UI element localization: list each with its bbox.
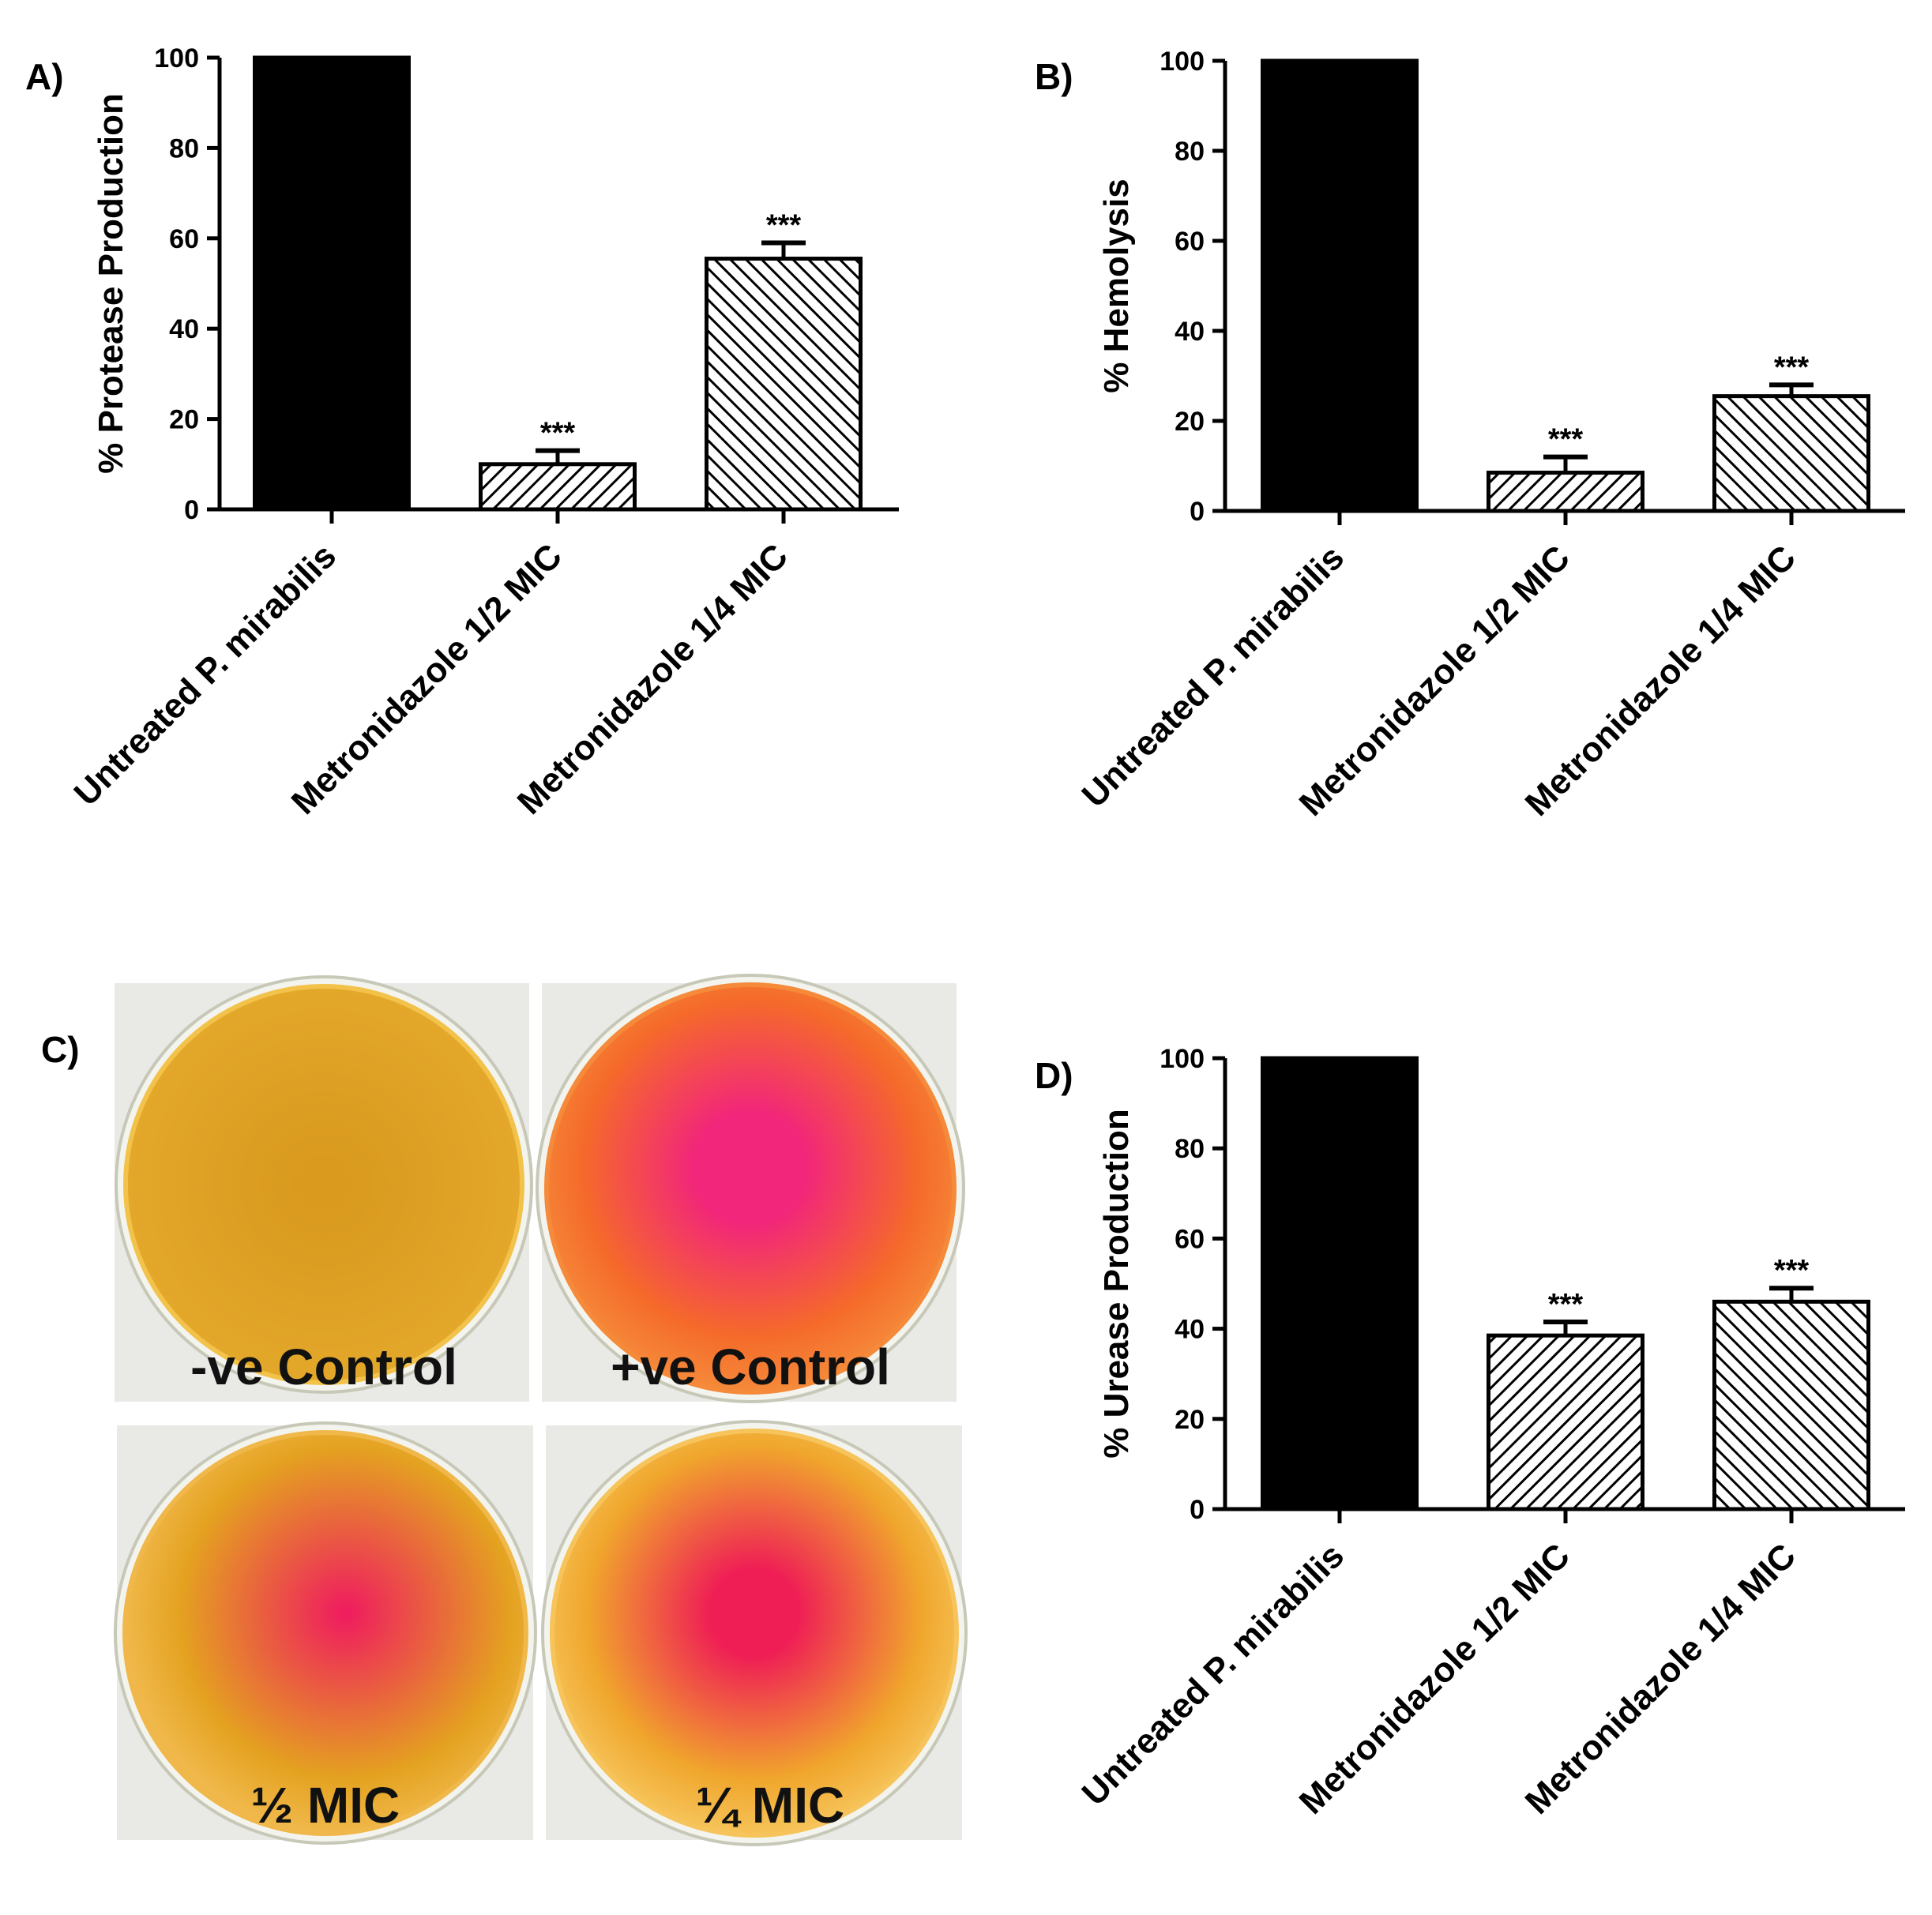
bar-b-2	[1712, 394, 1870, 513]
significance-a-2: ***	[766, 209, 802, 242]
plate-label-1: +ve Control	[611, 1339, 890, 1395]
category-label-b-0: Untreated P. mirabilis	[1075, 538, 1352, 815]
category-label-a-0: Untreated P. mirabilis	[67, 536, 344, 813]
photo-panel-c: C) -ve Control +ve Control ½ MIC ¼ MIC	[41, 974, 968, 1846]
bar-a-1	[479, 462, 637, 512]
y-tick-label-b-0: 0	[1190, 497, 1205, 527]
y-tick-label-d-3: 60	[1175, 1224, 1205, 1254]
y-axis-title-b: % Hemolysis	[1097, 178, 1136, 392]
bar-d-1	[1487, 1333, 1644, 1511]
y-tick-label-d-2: 40	[1175, 1315, 1205, 1345]
significance-a-1: ***	[540, 417, 576, 450]
bar-a-2	[705, 257, 863, 512]
y-tick-label-a-4: 80	[169, 133, 199, 163]
petri-dish-agar-0	[123, 984, 524, 1385]
y-axis-title-d: % Urease Production	[1097, 1109, 1136, 1459]
petri-dish-agar-1	[544, 982, 957, 1395]
chart-panel-a: A) 0 20 40 60 80 100 % Protease Production Untr…	[25, 43, 899, 822]
panel-letter-a: A)	[25, 56, 64, 97]
significance-d-2: ***	[1774, 1254, 1810, 1287]
plate-label-2: ½ MIC	[251, 1777, 400, 1834]
y-tick-label-a-5: 100	[154, 43, 199, 73]
y-tick-label-a-3: 60	[169, 224, 199, 254]
y-tick-label-a-1: 20	[169, 405, 199, 435]
panel-letter-d: D)	[1035, 1055, 1073, 1096]
significance-b-2: ***	[1774, 351, 1810, 384]
y-tick-label-d-0: 0	[1190, 1495, 1205, 1525]
chart-panel-d: D) 0 20 40 60 80 100 % Urease Production Untrea…	[1035, 1044, 1905, 1822]
plate-label-0: -ve Control	[190, 1339, 457, 1395]
y-tick-label-d-4: 80	[1175, 1134, 1205, 1164]
category-label-d-0: Untreated P. mirabilis	[1075, 1536, 1352, 1813]
bar-d-2	[1712, 1299, 1870, 1511]
significance-d-1: ***	[1548, 1288, 1584, 1321]
bar-d-0	[1261, 1056, 1419, 1511]
y-tick-label-b-5: 100	[1160, 47, 1205, 77]
petri-dish-agar-3	[550, 1429, 959, 1838]
y-tick-label-a-0: 0	[184, 495, 199, 525]
bar-b-0	[1261, 58, 1419, 513]
y-tick-label-b-2: 40	[1175, 317, 1205, 347]
y-tick-label-b-4: 80	[1175, 137, 1205, 167]
petri-dish-agar-2	[122, 1430, 528, 1836]
plate-label-3: ¼ MIC	[696, 1777, 844, 1834]
y-tick-label-b-3: 60	[1175, 227, 1205, 257]
y-tick-label-a-2: 40	[169, 314, 199, 344]
y-tick-label-d-5: 100	[1160, 1044, 1205, 1074]
y-axis-title-a: % Protease Production	[92, 93, 130, 474]
y-tick-label-b-1: 20	[1175, 407, 1205, 437]
significance-b-1: ***	[1548, 423, 1584, 456]
panel-letter-c: C)	[41, 1029, 80, 1070]
bar-b-1	[1487, 471, 1644, 513]
chart-panel-b: B) 0 20 40 60 80 100 % Hemolysis Untreated P. m…	[1035, 47, 1905, 824]
bar-a-0	[253, 55, 411, 512]
panel-letter-b: B)	[1035, 56, 1073, 97]
y-tick-label-d-1: 20	[1175, 1405, 1205, 1435]
